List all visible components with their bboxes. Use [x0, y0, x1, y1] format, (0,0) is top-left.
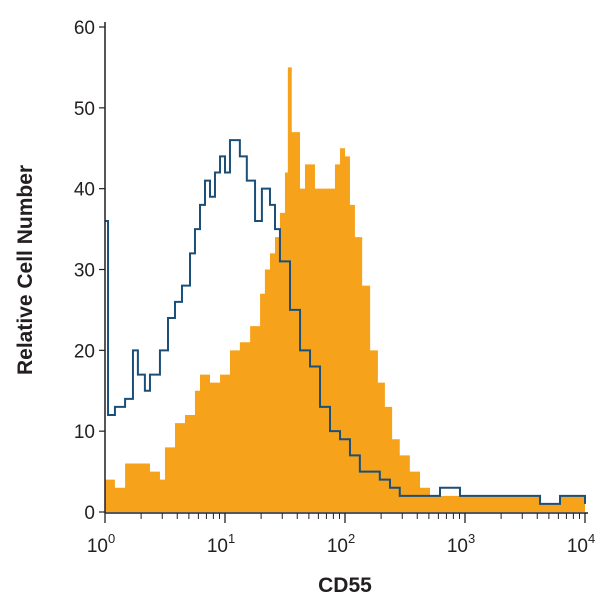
series-1-bin — [320, 407, 330, 512]
y-tick-label: 30 — [74, 261, 95, 282]
series-1-bin — [585, 504, 586, 512]
filled-histogram-series — [105, 67, 585, 513]
x-tick-label: 100 — [87, 531, 115, 557]
series-1-bin — [300, 350, 310, 512]
series-1-bin — [330, 431, 340, 512]
series-1-bin — [400, 496, 420, 512]
series-1-bin — [540, 504, 560, 512]
series-1-bin — [390, 488, 400, 512]
series-1-bin — [138, 375, 145, 512]
series-1-bin — [182, 286, 190, 512]
series-1-bin — [460, 496, 480, 512]
plot-area — [105, 67, 586, 513]
y-tick-label: 10 — [74, 422, 95, 443]
series-1-bin — [175, 302, 182, 512]
y-tick-label: 20 — [74, 341, 95, 362]
y-tick-label: 50 — [74, 99, 95, 120]
series-1-bin — [360, 472, 370, 512]
y-tick-label: 0 — [84, 503, 95, 524]
series-1-bin — [160, 350, 168, 512]
series-1-bin — [290, 310, 300, 512]
axes: 0 10 20 30 40 50 60 100 101 102 103 104 — [74, 18, 595, 557]
series-1-bin — [150, 375, 160, 512]
series-1-bin — [310, 367, 320, 513]
series-1-bin — [125, 399, 133, 512]
series-1-bin — [575, 496, 585, 512]
series-1-bin — [115, 407, 125, 512]
x-tick-label: 103 — [447, 531, 475, 557]
outline-histogram-series — [105, 139, 586, 505]
series-1-bin — [215, 173, 220, 513]
series-1-bin — [500, 496, 520, 512]
series-1-bin — [145, 391, 150, 512]
series-1-bin — [195, 229, 200, 512]
series-1-bin — [210, 197, 215, 512]
series-1-bin — [108, 415, 115, 512]
series-1-bin — [190, 253, 195, 512]
y-axis-label: Relative Cell Number — [14, 165, 37, 375]
series-1-bin — [270, 205, 275, 512]
series-1-bin — [230, 140, 240, 512]
x-tick-label: 104 — [567, 531, 595, 557]
series-1-bin — [200, 205, 205, 512]
y-tick-label: 60 — [74, 18, 95, 39]
series-1-bin — [280, 261, 290, 512]
series-1-bin — [220, 156, 225, 512]
series-1-bin — [560, 496, 575, 512]
series-1-bin — [440, 488, 460, 512]
y-tick-label: 40 — [74, 180, 95, 201]
series-1-bin — [255, 221, 262, 512]
series-1-bin — [275, 229, 280, 512]
series-1-bin — [350, 455, 360, 512]
series-1-bin — [247, 181, 255, 512]
series-1-bin — [262, 189, 270, 512]
series-1-bin — [225, 173, 230, 513]
series-1-bin — [370, 472, 380, 512]
series-1-bin — [133, 350, 138, 512]
series-1-bin — [480, 496, 500, 512]
series-1-bin — [420, 496, 440, 512]
series-1-bin — [205, 181, 210, 512]
series-1-bin — [168, 318, 175, 512]
series-1-bin — [380, 480, 390, 512]
series-1-bin — [520, 496, 540, 512]
x-axis-label: CD55 — [318, 574, 372, 597]
series-1-bin — [240, 156, 247, 512]
x-tick-label: 102 — [327, 531, 355, 557]
x-tick-label: 101 — [207, 531, 235, 557]
series-1-bin — [340, 439, 350, 512]
